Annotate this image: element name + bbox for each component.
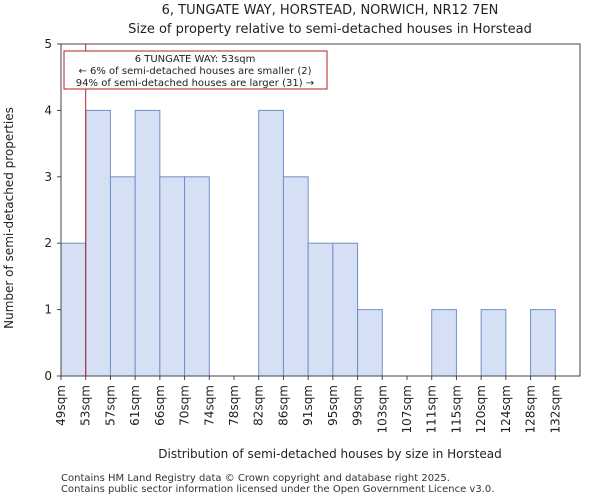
y-tick-label-5: 5: [44, 37, 52, 51]
plot-frame: [60, 43, 581, 377]
y-tick-label-3: 3: [44, 170, 52, 184]
bar-128sqm: [530, 309, 556, 377]
bar-95sqm: [332, 242, 359, 377]
bar-82sqm: [258, 109, 284, 377]
x-tick-label-57sqm: 57sqm: [103, 385, 117, 426]
x-tick-label-91sqm: 91sqm: [301, 385, 315, 426]
annotation-line-3: 94% of semi-detached houses are larger (…: [76, 78, 314, 89]
bar-91sqm: [307, 242, 334, 377]
annotation-box: [63, 50, 328, 90]
x-tick-label-82sqm: 82sqm: [252, 385, 266, 426]
x-tick-label-128sqm: 128sqm: [524, 385, 538, 433]
x-tick-label-120sqm: 120sqm: [474, 385, 488, 433]
x-tick-label-95sqm: 95sqm: [326, 385, 340, 426]
chart-title: 6, TUNGATE WAY, HORSTEAD, NORWICH, NR12 …: [162, 3, 499, 18]
bar-111sqm: [431, 309, 457, 377]
x-tick-label-99sqm: 99sqm: [351, 385, 365, 426]
x-tick-label-78sqm: 78sqm: [227, 385, 241, 426]
x-tick-label-132sqm: 132sqm: [548, 385, 562, 433]
bar-61sqm: [134, 109, 161, 377]
chart-subtitle: Size of property relative to semi-detach…: [128, 22, 532, 37]
bar-49sqm: [60, 242, 87, 377]
y-axis-label: Number of semi-detached properties: [2, 107, 16, 329]
bar-120sqm: [480, 309, 507, 377]
bar-70sqm: [184, 176, 210, 377]
bar-66sqm: [159, 176, 186, 377]
bar-99sqm: [357, 309, 383, 377]
x-tick-label-124sqm: 124sqm: [499, 385, 513, 433]
bar-53sqm: [85, 109, 111, 377]
x-tick-label-115sqm: 115sqm: [449, 385, 463, 433]
x-axis-label: Distribution of semi-detached houses by …: [158, 447, 502, 461]
x-tick-label-61sqm: 61sqm: [128, 385, 142, 426]
annotation-line-2: ← 6% of semi-detached houses are smaller…: [78, 66, 311, 77]
x-tick-label-107sqm: 107sqm: [400, 385, 414, 433]
y-tick-label-1: 1: [44, 303, 52, 317]
x-tick-label-70sqm: 70sqm: [178, 385, 192, 426]
x-tick-label-111sqm: 111sqm: [425, 385, 439, 433]
x-tick-label-66sqm: 66sqm: [153, 385, 167, 426]
annotation-line-1: 6 TUNGATE WAY: 53sqm: [135, 54, 256, 65]
x-tick-label-74sqm: 74sqm: [202, 385, 216, 426]
x-tick-label-49sqm: 49sqm: [54, 385, 68, 426]
x-tick-label-53sqm: 53sqm: [79, 385, 93, 426]
footer-line-1: Contains HM Land Registry data © Crown c…: [61, 473, 450, 484]
y-tick-label-0: 0: [44, 369, 52, 383]
x-tick-label-103sqm: 103sqm: [375, 385, 389, 433]
plot-area: 0 1 2 3 4 5 49sqm 53sqm 57sqm 61sqm 66sqm 70sqm 74sq…: [44, 37, 581, 433]
bar-86sqm: [282, 176, 309, 377]
footer-line-2: Contains public sector information licen…: [61, 484, 495, 495]
x-tick-label-86sqm: 86sqm: [276, 385, 290, 426]
bar-57sqm: [109, 176, 136, 377]
y-tick-label-2: 2: [44, 236, 52, 250]
y-tick-label-4: 4: [44, 103, 52, 117]
